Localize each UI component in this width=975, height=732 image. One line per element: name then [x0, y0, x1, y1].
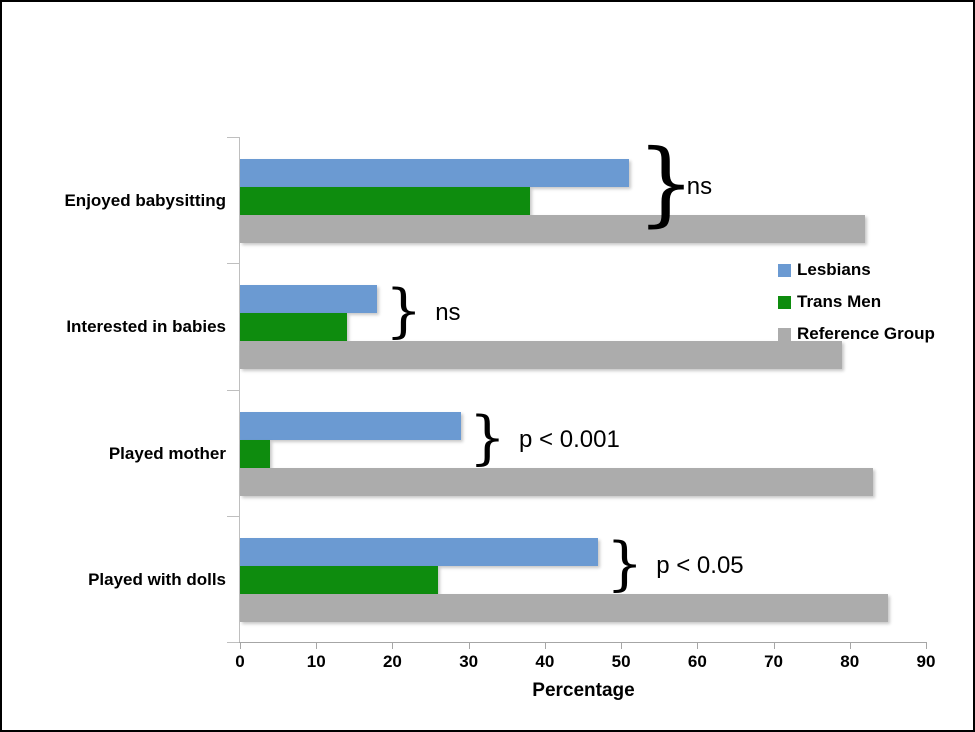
- x-tick-label: 0: [235, 652, 245, 671]
- brace-annotation: }: [606, 529, 644, 598]
- legend-label: Trans Men: [797, 292, 882, 311]
- legend-label: Lesbians: [797, 260, 871, 279]
- bar-lesbians: [240, 411, 462, 440]
- bar-trans-men: [240, 565, 439, 594]
- bar-reference-group: [240, 467, 873, 496]
- y-category-tick: [227, 263, 239, 265]
- x-tick-label: 40: [535, 652, 555, 671]
- category-label: Enjoyed babysitting: [64, 191, 226, 210]
- y-category-tick: [227, 137, 239, 138]
- legend-swatch-icon: [778, 263, 791, 277]
- bar-reference-group: [240, 215, 866, 243]
- x-tick-mark: [773, 643, 775, 649]
- brace-annotation: }: [385, 276, 423, 345]
- bar-trans-men: [240, 313, 347, 342]
- y-category-tick: [227, 389, 239, 391]
- legend-swatch-icon: [778, 327, 791, 341]
- brace-annotation: }: [469, 403, 506, 472]
- x-axis-line: [239, 642, 927, 643]
- x-tick-label: 60: [687, 652, 707, 671]
- x-tick-mark: [468, 643, 470, 649]
- y-axis-line: [239, 137, 240, 642]
- y-category-tick: [227, 642, 239, 643]
- significance-label: ns: [686, 173, 713, 200]
- bar-trans-men: [240, 439, 271, 468]
- x-tick-label: 70: [764, 652, 784, 671]
- x-tick-mark: [392, 643, 394, 649]
- x-tick-label: 50: [611, 652, 631, 671]
- category-label: Played with dolls: [88, 569, 226, 589]
- significance-label: p < 0.05: [656, 551, 744, 579]
- x-tick-label: 30: [459, 652, 479, 671]
- x-tick-mark: [849, 643, 851, 649]
- legend-item: Reference Group: [778, 318, 935, 350]
- x-tick-mark: [240, 643, 241, 649]
- significance-label: ns: [435, 299, 461, 327]
- legend: Lesbians Trans Men Reference Group: [778, 254, 935, 350]
- x-tick-label: 20: [382, 652, 402, 671]
- x-tick-label: 90: [916, 652, 936, 671]
- bar-reference-group: [240, 593, 888, 622]
- category-label: Interested in babies: [66, 317, 226, 337]
- x-tick-mark: [926, 643, 927, 649]
- bar-lesbians: [240, 537, 599, 566]
- x-tick-label: 80: [840, 652, 860, 671]
- bar-reference-group: [240, 341, 843, 370]
- x-tick-mark: [544, 643, 546, 649]
- bar-lesbians: [240, 285, 378, 314]
- bar-lesbians: [240, 159, 629, 187]
- x-tick-mark: [316, 643, 318, 649]
- significance-label: p < 0.001: [519, 425, 620, 453]
- legend-item: Trans Men: [778, 286, 935, 318]
- bar-trans-men: [240, 187, 530, 215]
- y-category-tick: [227, 515, 239, 517]
- legend-item: Lesbians: [778, 254, 935, 286]
- legend-swatch-icon: [778, 295, 791, 309]
- legend-label: Reference Group: [797, 324, 935, 343]
- x-tick-label: 10: [306, 652, 326, 671]
- x-tick-mark: [621, 643, 623, 649]
- x-tick-mark: [697, 643, 699, 649]
- category-label: Played mother: [108, 443, 226, 463]
- x-axis-title: Percentage: [532, 680, 635, 701]
- brace-annotation: }: [636, 129, 696, 237]
